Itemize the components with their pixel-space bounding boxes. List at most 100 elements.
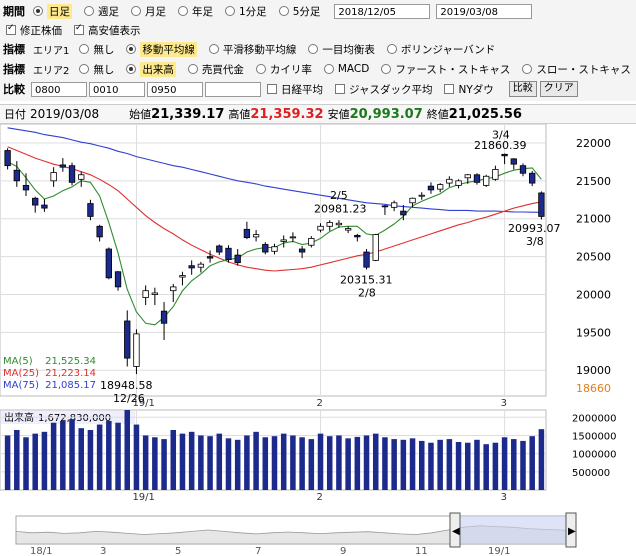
indicator2-radio-4[interactable]: [323, 64, 334, 74]
indicator1-radio-3[interactable]: [308, 44, 319, 54]
candle-body: [519, 165, 527, 174]
ma-legend-label: MA(25): [3, 368, 39, 379]
volume-bar: [234, 439, 241, 490]
indicator2-radio-0[interactable]: [79, 64, 90, 74]
compare-checkbox-2[interactable]: [444, 84, 455, 94]
range-navigator: ◀ ▶ 18/1 3 5 7 9 11 19/1: [15, 512, 577, 556]
candle-body: [390, 202, 398, 208]
ma-legend-label: MA(5): [3, 356, 33, 367]
compare-check-option-0[interactable]: 日経平均: [267, 82, 323, 97]
indicator2-option-5[interactable]: ファースト・ストキャス: [381, 62, 510, 77]
indicator1-label: 指標: [3, 43, 25, 56]
indicator1-radio-0[interactable]: [79, 44, 90, 54]
period-radio-3[interactable]: [178, 6, 188, 16]
candle-body: [363, 251, 370, 268]
compare-check-option-2[interactable]: NYダウ: [444, 82, 494, 97]
indicator2-option-label: 無し: [93, 63, 115, 76]
candle-body: [492, 169, 499, 180]
period-option-5[interactable]: 5分足: [278, 4, 321, 19]
candle-body: [427, 185, 435, 191]
indicator2-radio-5[interactable]: [381, 64, 392, 74]
period-option-1[interactable]: 週足: [84, 4, 119, 19]
candle-body: [252, 234, 260, 238]
navigator-right-handle[interactable]: [565, 512, 577, 548]
navigator-selection[interactable]: [455, 516, 570, 544]
modified-price-option[interactable]: 修正株価: [6, 23, 62, 38]
compare-check-option-1[interactable]: ジャスダック平均: [335, 82, 432, 97]
period-radio-5[interactable]: [278, 6, 289, 16]
period-radio-1[interactable]: [84, 6, 94, 16]
period-option-0[interactable]: 日足: [33, 3, 72, 19]
period-option-3[interactable]: 年足: [178, 4, 213, 19]
candle-body: [216, 245, 223, 253]
volume-bar: [41, 431, 48, 490]
period-option-label: 5分足: [292, 5, 321, 18]
stock-chart[interactable]: 22000 21500 21000 20500 20000 19500 19000 18660…: [0, 124, 636, 556]
clear-button[interactable]: クリア: [539, 81, 578, 97]
indicator2-option-2[interactable]: 売買代金: [187, 62, 244, 77]
candle-body: [446, 178, 453, 184]
candle-body: [409, 197, 416, 204]
volume-bar: [87, 430, 94, 490]
price-tick-label: 20000: [576, 288, 611, 301]
candle-body: [160, 310, 168, 324]
volume-bar: [382, 437, 388, 490]
compare-checkbox-0[interactable]: [267, 84, 277, 94]
navigator-left-handle[interactable]: [449, 512, 461, 548]
high-low-option[interactable]: 高安値表示: [74, 23, 141, 38]
compare-code-3[interactable]: 0950: [147, 81, 203, 97]
indicator1-option-3[interactable]: 一目均衡表: [308, 42, 375, 57]
feb8-value-label: 20315.31: [340, 274, 393, 287]
period-radio-0[interactable]: [33, 6, 43, 16]
indicator1-option-4[interactable]: ボリンジャーバンド: [386, 42, 495, 57]
period-radio-2[interactable]: [131, 6, 141, 16]
indicator2-option-1[interactable]: 出来高: [126, 61, 176, 77]
indicator2-option-3[interactable]: カイリ率: [255, 62, 312, 77]
candle-body: [473, 174, 481, 183]
volume-bar: [336, 435, 342, 490]
volume-bar: [115, 422, 121, 490]
indicator2-option-6[interactable]: スロー・ストキャス: [522, 62, 631, 77]
indicator1-option-1[interactable]: 移動平均線: [126, 41, 197, 57]
candle-body: [22, 184, 30, 191]
period-option-label: 週足: [98, 5, 119, 18]
indicator2-option-0[interactable]: 無し: [79, 62, 114, 77]
indicator1-radio-1[interactable]: [126, 44, 137, 54]
date-to-input[interactable]: 2019/03/08: [436, 3, 533, 19]
indicator1-option-label: 移動平均線: [140, 41, 197, 57]
compare-button[interactable]: 比較: [508, 81, 537, 97]
indicator2-radio-3[interactable]: [255, 64, 266, 74]
volume-bar: [363, 435, 370, 490]
candle-body: [400, 210, 407, 216]
volume-bar: [216, 433, 223, 490]
compare-code-2[interactable]: 0010: [89, 81, 145, 97]
indicator1-radio-2[interactable]: [208, 44, 219, 54]
compare-checkbox-1[interactable]: [335, 84, 345, 94]
period-option-4[interactable]: 1分足: [225, 4, 267, 19]
period-label: 期間: [3, 5, 25, 18]
candle-body: [50, 172, 57, 182]
indicator2-radio-6[interactable]: [522, 64, 533, 74]
indicator2-option-4[interactable]: MACD: [323, 62, 369, 77]
compare-code-4[interactable]: [205, 81, 261, 97]
volume-bar: [428, 442, 434, 490]
indicator2-row: 指標 エリア2 無し 出来高 売買代金 カイリ率 MACD ファースト・ストキャス スロー・…: [0, 59, 636, 79]
modified-price-checkbox[interactable]: [6, 23, 16, 35]
indicator1-option-2[interactable]: 平滑移動平均線: [208, 42, 296, 57]
indicator1-radio-4[interactable]: [386, 44, 397, 54]
volume-bar: [409, 438, 416, 490]
period-option-2[interactable]: 月足: [131, 4, 166, 19]
high-low-checkbox[interactable]: [74, 23, 84, 35]
date-from-input[interactable]: 2018/12/05: [334, 3, 431, 19]
mar8-value-label: 20993.07: [508, 222, 561, 235]
indicator2-option-label: 売買代金: [201, 63, 244, 76]
volume-bar: [23, 437, 29, 490]
indicator2-radio-2[interactable]: [187, 64, 198, 74]
indicator1-options: 無し 移動平均線 平滑移動平均線 一目均衡表 ボリンジャーバンド: [79, 41, 507, 57]
price-pane-frame: [0, 124, 547, 397]
compare-code-1[interactable]: 0800: [31, 81, 87, 97]
period-radio-4[interactable]: [225, 6, 235, 16]
indicator1-option-0[interactable]: 無し: [79, 42, 114, 57]
indicator2-radio-1[interactable]: [126, 64, 137, 74]
